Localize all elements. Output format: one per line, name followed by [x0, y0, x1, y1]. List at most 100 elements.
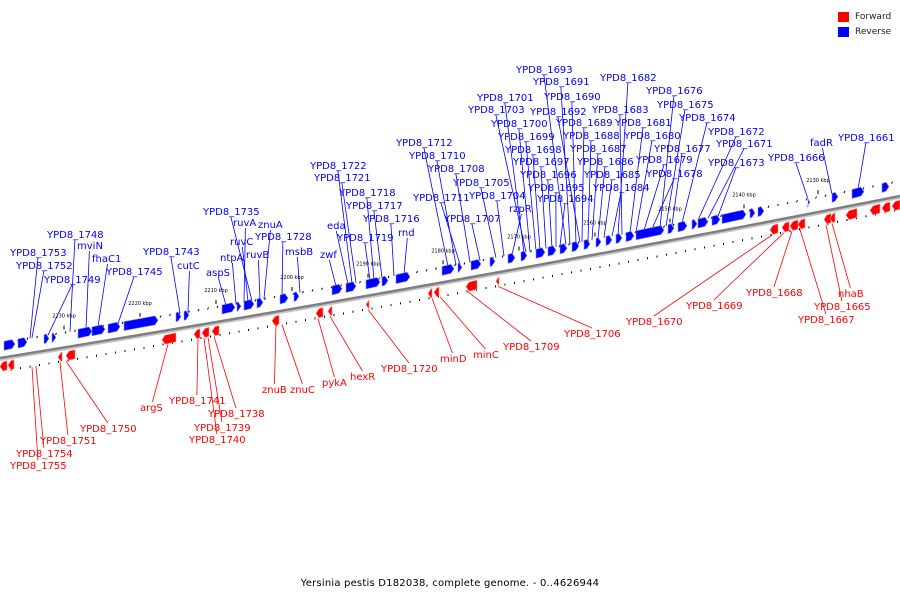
minor-tick	[216, 305, 219, 309]
reverse-gene-arrow	[691, 218, 698, 230]
reverse-leader-line	[697, 136, 737, 221]
reverse-gene-label: YPD8_1743	[142, 247, 200, 258]
forward-gene-arrow	[271, 314, 280, 326]
forward-gene-arrow	[433, 286, 440, 298]
reverse-gene-arrow	[345, 281, 357, 293]
reverse-gene-label: YPD8_1688	[562, 131, 620, 142]
reverse-gene-label: YPD8_1722	[309, 161, 367, 172]
reverse-gene-label: YPD8_1692	[529, 107, 587, 118]
reverse-gene-arrow	[221, 302, 236, 315]
forward-gene-arrow	[781, 221, 790, 233]
minor-tick	[359, 280, 361, 284]
reverse-gene-label: YPD8_1721	[313, 173, 371, 184]
kbp-tick-label: 2190 kbp	[356, 262, 380, 268]
reverse-gene-arrow	[635, 225, 665, 241]
minor-tick	[577, 241, 580, 244]
reverse-gene-arrow	[721, 209, 747, 224]
reverse-leader-line	[651, 178, 675, 229]
kbp-tick-label: 2210 kbp	[204, 288, 228, 294]
reverse-gene-label: YPD8_1694	[536, 194, 594, 205]
reverse-gene-label: YPD8_1735	[202, 207, 260, 218]
reverse-gene-label: YPD8_1719	[336, 233, 394, 244]
reverse-gene-label: YPD8_1708	[427, 164, 485, 175]
reverse-gene-label: YPD8_1705	[452, 178, 510, 189]
reverse-gene-arrow	[851, 186, 865, 199]
reverse-leader-line	[335, 230, 349, 285]
reverse-gene-arrow	[547, 245, 557, 257]
reverse-gene-arrow	[107, 321, 121, 334]
reverse-gene-label: YPD8_1686	[576, 157, 634, 168]
scale-ticks: 2230 kbp 2220 kbp 2210 kbp 2200 kbp 2190 kbp…	[7, 178, 895, 371]
reverse-gene-label: YPD8_1680	[623, 131, 681, 142]
reverse-gene-arrow	[559, 243, 568, 255]
reverse-gene-arrow	[571, 241, 580, 253]
reverse-gene-label: YPD8_1687	[569, 144, 627, 155]
reverse-gene-label: YPD8_1691	[532, 77, 590, 88]
kbp-tick-label: 2150 kbp	[658, 206, 682, 212]
reverse-gene-arrow	[831, 191, 839, 203]
minor-tick	[416, 270, 418, 274]
reverse-gene-arrow	[520, 250, 528, 262]
reverse-gene-label: YPD8_1685	[583, 170, 641, 181]
reverse-gene-label: YPD8_1711	[412, 193, 470, 204]
minor-tick	[26, 337, 29, 340]
reverse-gene-label: YPD8_1677	[653, 144, 711, 155]
reverse-leader-line	[297, 256, 301, 293]
reverse-gene-arrow	[381, 275, 389, 287]
reverse-leader-line	[341, 182, 357, 283]
reverse-gene-label: ntpA	[220, 253, 244, 264]
minor-tick	[815, 196, 817, 199]
reverse-gene-arrow	[489, 256, 496, 268]
kbp-tick-label: 2130 kbp	[806, 178, 830, 184]
minor-tick	[425, 269, 428, 272]
minor-tick	[207, 307, 209, 310]
reverse-gene-label: ruvA	[233, 218, 256, 229]
forward-gene-label: YPD8_1738	[207, 409, 265, 420]
forward-leader-line	[35, 366, 45, 449]
forward-leader-line	[831, 223, 851, 289]
minor-tick	[501, 255, 504, 258]
reverse-gene-label: YPD8_1752	[15, 261, 73, 272]
minor-tick	[767, 205, 770, 208]
reverse-gene-arrow	[441, 263, 455, 276]
reverse-leader-line	[29, 257, 39, 339]
forward-gene-label: YPD8_1720	[380, 364, 438, 375]
reverse-leader-line	[337, 170, 353, 284]
forward-gene-label: YPD8_1740	[188, 435, 246, 446]
reverse-leader-line	[263, 229, 271, 299]
reverse-gene-label: YPD8_1684	[592, 183, 650, 194]
reverse-gene-arrow	[175, 311, 182, 323]
reverse-leader-line	[619, 114, 623, 235]
kbp-tick-label: 2220 kbp	[128, 301, 152, 307]
reverse-gene-arrow	[507, 252, 516, 264]
reverse-gene-label: YPD8_1697	[512, 157, 570, 168]
forward-leader-line	[825, 224, 843, 302]
reverse-gene-label: YPD8_1661	[837, 133, 895, 144]
reverse-gene-label: YPD8_1690	[543, 92, 601, 103]
minor-tick	[254, 299, 257, 302]
reverse-leader-line	[591, 153, 599, 241]
reverse-gene-label: cutC	[177, 261, 200, 272]
reverse-gene-label: YPD8_1704	[468, 191, 526, 202]
minor-tick	[530, 250, 532, 253]
forward-gene-label: minC	[473, 350, 499, 361]
reverse-leader-line	[603, 179, 613, 238]
reverse-gene-label: eda	[327, 221, 346, 232]
reverse-gene-label: YPD8_1693	[515, 65, 573, 76]
gene-labels: YPD8_1753 YPD8_1752 YPD8_1749 YPD8_1748mviN…	[9, 65, 895, 472]
reverse-leader-line	[525, 141, 537, 251]
reverse-gene-label: YPD8_1712	[395, 138, 453, 149]
reverse-leader-line	[681, 122, 708, 224]
reverse-gene-label: ruvB	[246, 250, 269, 261]
forward-gene-arrow	[881, 201, 891, 213]
reverse-gene-arrow	[243, 299, 255, 311]
forward-leader-line	[467, 291, 532, 342]
forward-gene-label: YPD8_1665	[813, 302, 871, 313]
legend: Forward Reverse	[838, 9, 891, 39]
reverse-gene-label: YPD8_1674	[678, 113, 736, 124]
forward-gene-arrow	[465, 279, 478, 292]
reverse-leader-line	[436, 160, 457, 265]
reverse-gene-label: YPD8_1689	[555, 118, 613, 129]
reverse-gene-arrow	[77, 326, 93, 339]
forward-gene-arrow	[789, 219, 799, 231]
